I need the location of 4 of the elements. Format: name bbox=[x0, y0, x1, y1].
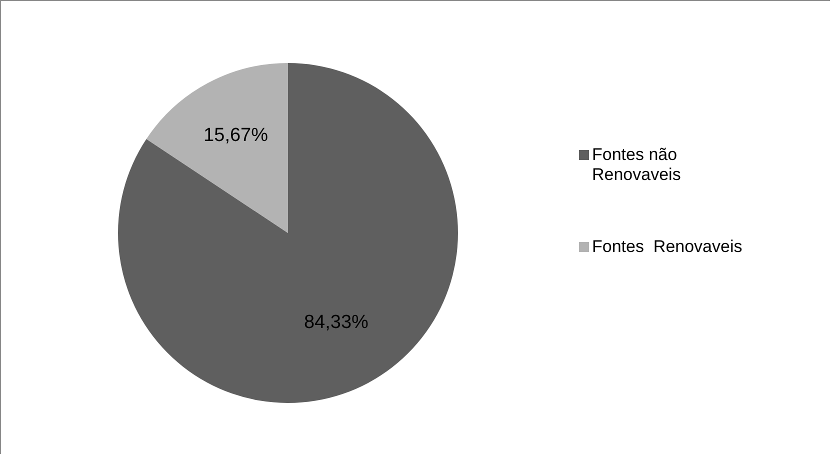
data-label: 84,33% bbox=[304, 312, 369, 334]
legend-label: Fontes não Renovaveis bbox=[592, 145, 682, 185]
legend-label: Fontes Renovaveis bbox=[592, 237, 742, 257]
data-label: 15,67% bbox=[204, 124, 268, 146]
